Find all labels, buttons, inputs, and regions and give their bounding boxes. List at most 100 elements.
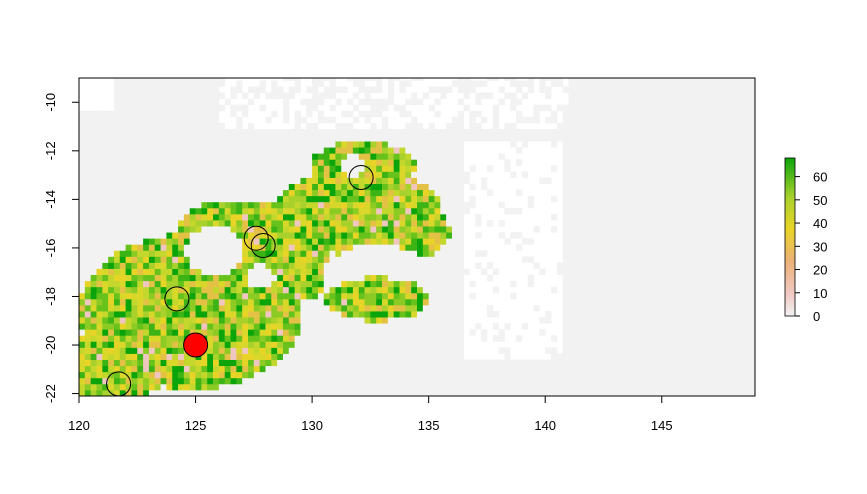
raster-cell (597, 232, 604, 239)
raster-cell (218, 341, 226, 348)
raster-cell (714, 110, 721, 118)
raster-cell (655, 244, 663, 251)
raster-cell (79, 147, 86, 154)
raster-cell (207, 274, 214, 282)
raster-cell (696, 213, 703, 221)
raster-cell (387, 262, 395, 269)
raster-cell (644, 232, 651, 239)
raster-cell (306, 286, 313, 294)
raster-cell (347, 213, 354, 221)
raster-cell (428, 268, 435, 276)
raster-cell (492, 323, 499, 330)
raster-cell (201, 262, 208, 269)
raster-cell (207, 116, 214, 124)
raster-cell (294, 298, 301, 306)
raster-cell (253, 86, 261, 93)
raster-cell (218, 371, 226, 379)
raster-cell (609, 177, 616, 184)
raster-cell (387, 207, 395, 215)
raster-cell (574, 141, 581, 148)
raster-cell (218, 159, 226, 166)
raster-cell (178, 171, 185, 178)
raster-cell (626, 171, 634, 178)
raster-cell (393, 371, 400, 379)
raster-cell (580, 226, 587, 233)
raster-cell (580, 183, 587, 191)
raster-cell (282, 250, 290, 257)
raster-cell (166, 207, 173, 215)
raster-cell (341, 153, 348, 160)
raster-cell (248, 268, 255, 276)
raster-cell (341, 165, 348, 172)
raster-cell (282, 329, 290, 336)
raster-cell (708, 165, 715, 172)
raster-cell (259, 220, 266, 227)
raster-cell (259, 323, 266, 330)
raster-cell (434, 110, 441, 118)
raster-cell (405, 274, 412, 282)
raster-cell (655, 201, 663, 209)
raster-cell (358, 298, 365, 306)
raster-cell (347, 128, 354, 136)
raster-cell (609, 262, 616, 269)
raster-cell (282, 159, 290, 166)
raster-cell (702, 250, 709, 257)
raster-cell (102, 286, 109, 294)
raster-cell (527, 256, 534, 263)
raster-cell (347, 171, 354, 178)
raster-cell (702, 304, 709, 312)
raster-cell (516, 128, 523, 136)
raster-cell (422, 195, 430, 203)
raster-cell (626, 177, 634, 184)
raster-cell (364, 135, 371, 142)
raster-cell (632, 335, 639, 342)
raster-cell (125, 238, 132, 245)
raster-cell (574, 256, 581, 263)
raster-cell (626, 110, 634, 118)
raster-cell (562, 189, 569, 197)
raster-cell (597, 286, 604, 294)
raster-cell (96, 292, 103, 300)
raster-cell (446, 165, 453, 172)
raster-cell (650, 347, 657, 354)
raster-cell (533, 365, 540, 373)
raster-cell (393, 323, 400, 330)
raster-cell (306, 122, 313, 130)
raster-cell (160, 213, 167, 221)
raster-cell (661, 383, 668, 391)
raster-cell (411, 128, 418, 136)
raster-cell (323, 207, 330, 215)
raster-cell (457, 377, 465, 385)
raster-cell (306, 135, 313, 142)
raster-cell (277, 329, 284, 336)
raster-cell (213, 80, 220, 87)
raster-cell (498, 347, 505, 354)
raster-cell (457, 365, 465, 373)
raster-cell (230, 189, 237, 197)
raster-cell (609, 135, 616, 142)
raster-cell (358, 359, 365, 367)
raster-cell (137, 122, 144, 130)
raster-cell (119, 78, 127, 81)
raster-cell (714, 371, 721, 379)
raster-cell (609, 238, 616, 245)
raster-cell (259, 159, 266, 166)
raster-cell (230, 365, 237, 373)
raster-cell (79, 232, 86, 239)
raster-cell (370, 274, 377, 282)
raster-cell (405, 195, 412, 203)
raster-cell (207, 159, 214, 166)
raster-cell (265, 347, 272, 354)
raster-cell (650, 183, 657, 191)
raster-cell (178, 250, 185, 257)
raster-cell (300, 262, 307, 269)
raster-cell (428, 383, 435, 391)
raster-cell (696, 141, 703, 148)
raster-cell (154, 189, 161, 197)
raster-cell (341, 232, 348, 239)
raster-cell (119, 116, 127, 124)
raster-cell (317, 359, 325, 367)
raster-cell (597, 280, 604, 288)
raster-cell (685, 389, 692, 396)
raster-cell (347, 207, 354, 215)
